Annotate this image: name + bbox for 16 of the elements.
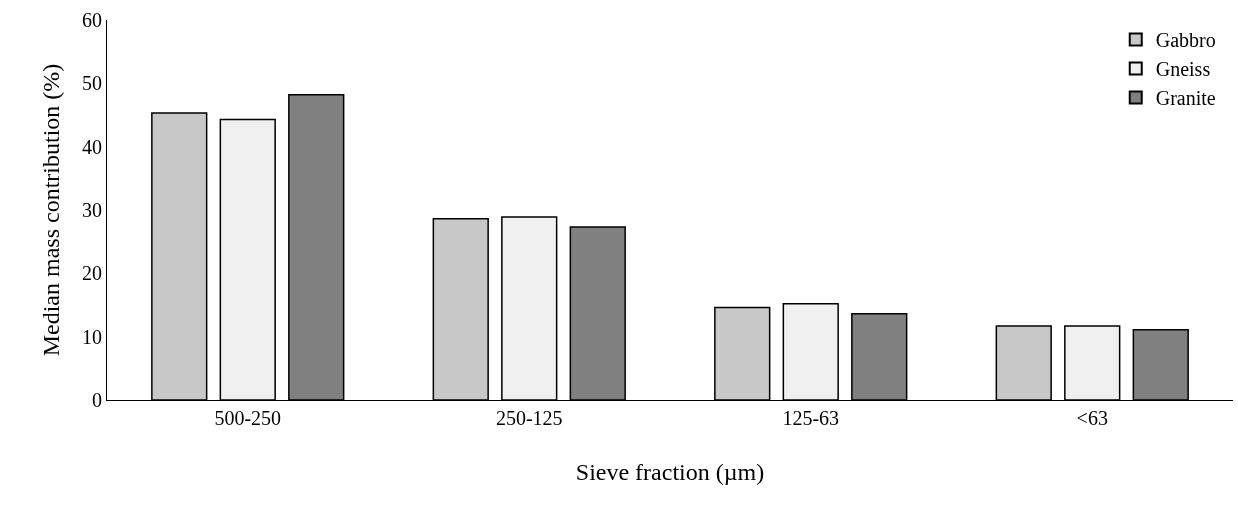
- x-tick-label: 125-63: [782, 407, 840, 429]
- legend-label: Granite: [1155, 87, 1216, 110]
- x-tick-label: 250-125: [495, 407, 563, 429]
- legend-label: Gabbro: [1155, 29, 1216, 52]
- x-tick-label: 500-250: [214, 407, 282, 429]
- y-tick-label: 0: [92, 389, 102, 411]
- y-tick-label: 50: [82, 72, 102, 95]
- y-tick-label: 30: [82, 199, 102, 221]
- y-tick-label: 40: [82, 135, 102, 158]
- x-axis-title: Sieve fraction (µm): [575, 459, 765, 486]
- legend-label: Gneiss: [1155, 58, 1211, 81]
- y-tick-label: 10: [82, 325, 102, 348]
- y-tick-label: 20: [82, 262, 102, 285]
- x-tick-label: <63: [1076, 407, 1108, 429]
- y-tick-label: 60: [82, 9, 102, 31]
- y-axis-title: Median mass contribution (%): [38, 63, 65, 357]
